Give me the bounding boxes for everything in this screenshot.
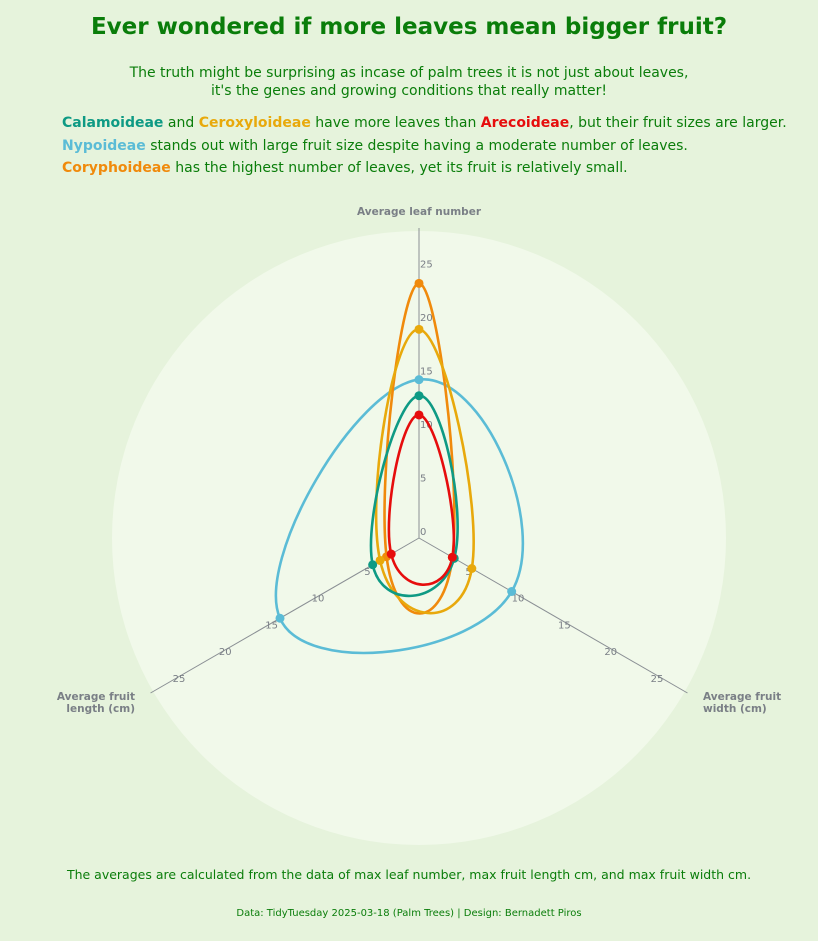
tick-label: 5 [420,474,426,485]
note-line-2: Nypoideae stands out with large fruit si… [62,138,787,161]
series-line-nypoideae [274,378,525,655]
series-line-arecoideae [387,413,456,586]
tick-label: 15 [265,620,278,631]
data-point-nypoideae [275,613,285,623]
axis-title-line: width (cm) [703,703,767,715]
axis-title-length: Average fruit length (cm) [57,691,135,715]
arecoideae-label: Arecoideae [480,115,570,131]
chart-title: Ever wondered if more leaves mean bigger… [90,14,728,40]
note-text: has the highest number of leaves, yet it… [170,160,628,176]
data-point-arecoideae [447,552,457,562]
tick-label: 20 [219,647,232,658]
calamoideae-label: Calamoideae [62,115,164,131]
tick-label: 25 [420,260,433,271]
tick-label: 20 [420,313,433,324]
data-point-nypoideae [507,587,517,596]
chart-subtitle: The truth might be surprising as incase … [0,64,818,100]
series-line-ceroxyloideae [374,328,475,615]
tick-label: 10 [420,420,433,431]
axis-title-line: Average fruit [703,691,781,703]
tick-label: 0 [420,527,426,538]
data-point-ceroxyloideae [414,324,424,334]
tick-label: 10 [312,594,325,605]
note-text: and [163,115,199,131]
axis-title-line: length (cm) [66,703,135,715]
data-point-arecoideae [414,410,424,420]
data-point-nypoideae [414,375,424,385]
note-text: , but their fruit sizes are larger. [569,115,787,131]
axis-title-line: Average leaf number [357,206,482,218]
subtitle-line-2: it's the genes and growing conditions th… [210,83,608,99]
footer-note: The averages are calculated from the dat… [66,867,752,882]
data-point-calamoideae [368,560,378,570]
tick-label: 15 [420,367,433,378]
note-line-1: Calamoideae and Ceroxyloideae have more … [62,115,787,138]
annotation-notes: Calamoideae and Ceroxyloideae have more … [62,115,787,183]
coryphoideae-label: Coryphoideae [62,160,171,176]
axis-line-1 [418,537,688,694]
note-line-3: Coryphoideae has the highest number of l… [62,160,787,183]
ceroxyloideae-label: Ceroxyloideae [198,115,311,131]
credit-line: Data: TidyTuesday 2025-03-18 (Palm Trees… [236,908,582,919]
axis-title-leaf: Average leaf number [357,206,482,218]
data-point-ceroxyloideae [375,555,385,565]
tick-label: 5 [364,567,370,578]
tick-label: 5 [465,567,471,578]
data-point-coryphoideae [414,278,424,288]
data-point-ceroxyloideae [467,563,477,573]
note-text: stands out with large fruit size despite… [145,137,688,154]
series-line-coryphoideae [383,282,456,615]
tick-label: 15 [558,620,571,631]
axis-title-line: Average fruit [57,691,135,703]
note-text: have more leaves than [310,115,481,131]
data-point-arecoideae [386,549,396,559]
subtitle-line-1: The truth might be surprising as incase … [129,65,689,81]
series-line-calamoideae [369,394,459,598]
tick-label: 10 [512,594,525,605]
tick-label: 25 [651,674,664,685]
tick-label: 25 [173,674,186,685]
tick-label: 20 [604,647,617,658]
data-point-calamoideae [414,391,424,401]
nypoideae-label: Nypoideae [62,137,146,154]
axis-title-width: Average fruit width (cm) [703,691,781,715]
